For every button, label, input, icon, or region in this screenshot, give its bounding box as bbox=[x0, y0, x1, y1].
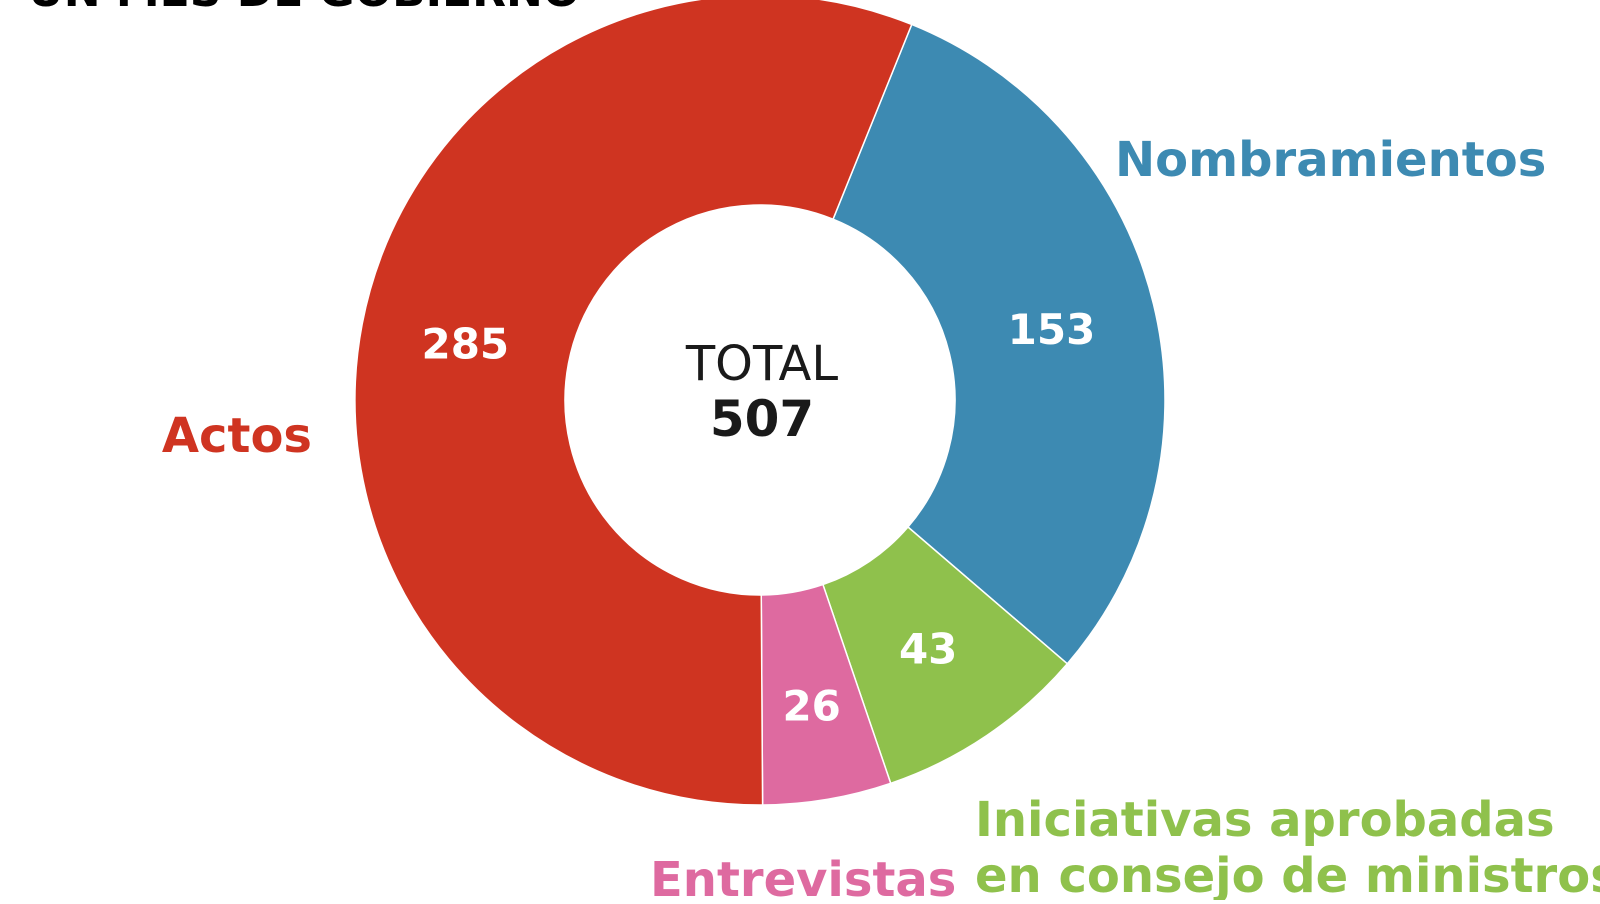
value-label-iniciativas-aprobadas-en-consejo-de-ministros: 43 bbox=[899, 624, 957, 673]
category-label-entrevistas: Entrevistas bbox=[650, 852, 956, 900]
value-label-nombramientos: 153 bbox=[1008, 305, 1096, 354]
value-label-actos: 285 bbox=[421, 320, 509, 369]
category-label-actos: Actos bbox=[162, 408, 312, 464]
category-label-iniciativas-aprobadas-en-consejo-de-ministros: Iniciativas aprobadas en consejo de minis… bbox=[975, 792, 1600, 900]
total-value: 507 bbox=[710, 390, 814, 448]
total-label: TOTAL bbox=[685, 336, 839, 392]
category-label-nombramientos: Nombramientos bbox=[1115, 132, 1546, 188]
value-label-entrevistas: 26 bbox=[782, 682, 840, 731]
value-labels: 153 43 26 285 bbox=[421, 305, 1095, 731]
slices bbox=[354, 0, 1166, 806]
category-labels: Nombramientos Iniciativas aprobadas en con… bbox=[162, 132, 1600, 904]
donut-hole bbox=[565, 205, 955, 595]
chart-title: UN MES DE GOBIERNO bbox=[28, 0, 580, 17]
